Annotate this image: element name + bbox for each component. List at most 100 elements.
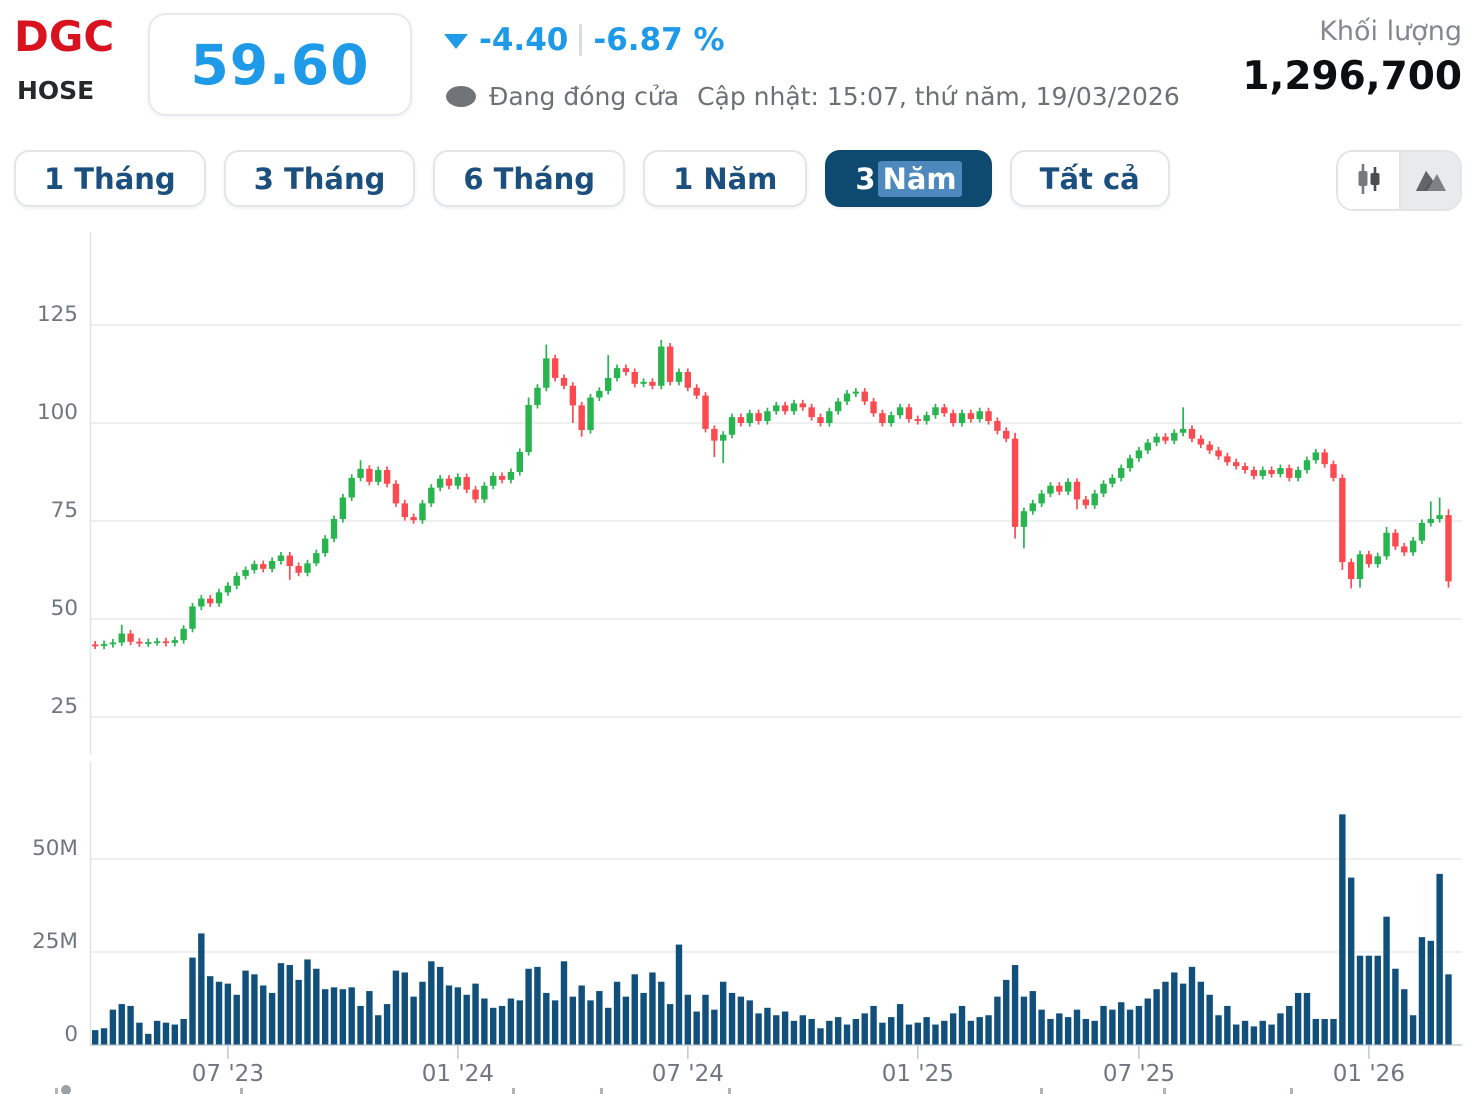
tab-range-6-tháng[interactable]: 6 Tháng: [433, 150, 626, 207]
volume-bar: [348, 987, 355, 1045]
candle-body: [1003, 430, 1010, 439]
volume-bar: [1383, 916, 1390, 1045]
volume-bar: [719, 981, 727, 1045]
volume-bar: [233, 994, 240, 1045]
candle-body: [1091, 493, 1098, 506]
volume-bar: [1286, 1005, 1293, 1045]
volume-bar: [870, 1005, 877, 1045]
volume-bar: [905, 1024, 913, 1045]
candle-body: [596, 390, 603, 398]
tab-range-3-năm[interactable]: 3 Năm: [825, 150, 992, 207]
volume-bar: [914, 1022, 921, 1045]
candle-body: [1100, 483, 1107, 494]
volume-bar: [1082, 1018, 1090, 1045]
candle-body: [994, 421, 1001, 431]
candle-body: [843, 393, 851, 402]
tab-range-1-tháng[interactable]: 1 Tháng: [14, 150, 206, 207]
volume-bar: [260, 985, 267, 1045]
volume-bar: [569, 996, 577, 1045]
volume-bar: [162, 1022, 170, 1045]
volume-bar: [843, 1024, 851, 1045]
x-axis-label: 07 '24: [652, 1061, 724, 1087]
volume-bar: [145, 1033, 152, 1045]
tab-range-3-tháng[interactable]: 3 Tháng: [223, 150, 416, 207]
volume-bar: [755, 1013, 762, 1045]
candle-body: [401, 503, 408, 518]
candlestick-view-button[interactable]: [1338, 152, 1399, 209]
volume-bar: [251, 974, 258, 1045]
ticker-symbol: DGC: [14, 12, 115, 61]
candle-body: [313, 553, 320, 564]
candle-body: [109, 642, 117, 645]
volume-bar: [1294, 992, 1302, 1045]
volume-bar: [675, 944, 683, 1045]
volume-bar: [1056, 1013, 1063, 1045]
candle-body: [1020, 511, 1028, 527]
volume-bar: [330, 987, 338, 1045]
volume-bar: [1312, 1018, 1320, 1045]
candle-body: [534, 387, 541, 405]
candle-body: [1392, 532, 1399, 547]
candle-body: [728, 417, 736, 435]
volume-bar: [790, 1020, 798, 1045]
candle-body: [817, 417, 824, 423]
candle-body: [357, 468, 364, 478]
candle-body: [826, 411, 833, 423]
candle-body: [649, 381, 656, 386]
tab-range-tất-cả[interactable]: Tất cả: [1009, 150, 1170, 207]
candle-body: [330, 519, 338, 539]
candle-body: [516, 452, 523, 472]
volume-bar: [490, 1007, 497, 1045]
candle-body: [1188, 428, 1196, 439]
candle-body: [189, 606, 196, 629]
last-price: 59.60: [190, 32, 370, 97]
volume-axis-label: 50M: [32, 836, 78, 861]
price-volume-chart[interactable]: 125 100 75 50 25 50M 25M 0 07 '23 01 '24 07 '24 01 …: [0, 220, 1484, 1094]
candle-body: [631, 372, 638, 384]
volume-bar: [693, 1011, 700, 1045]
volume-bar: [304, 959, 311, 1045]
volume-bar: [1303, 992, 1311, 1045]
volume-bar: [852, 1018, 860, 1045]
volume-bar: [578, 985, 585, 1045]
volume-bar: [171, 1024, 179, 1045]
candle-body: [790, 403, 798, 412]
candle-body: [392, 483, 400, 504]
volume-bar: [118, 1004, 125, 1045]
candle-body: [1126, 458, 1134, 469]
volume-bar: [534, 966, 541, 1045]
tab-range-1-năm[interactable]: 1 Năm: [643, 150, 808, 207]
area-view-button[interactable]: [1399, 152, 1460, 209]
candle-body: [507, 472, 515, 480]
volume-bar: [1073, 1009, 1081, 1045]
mountain-icon: [1414, 166, 1448, 195]
volume-bar: [817, 1028, 824, 1045]
volume-bar: [1064, 1017, 1072, 1045]
candle-body: [1294, 470, 1302, 478]
candle-body: [834, 401, 842, 412]
candle-body: [958, 413, 966, 423]
candle-body: [888, 415, 895, 423]
candle-body: [1436, 515, 1443, 520]
volume-bar: [189, 957, 196, 1045]
volume-bar: [153, 1020, 161, 1045]
bottom-strip-tick: [600, 1088, 603, 1094]
bottom-strip-tick: [55, 1088, 58, 1094]
volume-bar: [127, 1005, 134, 1045]
candle-body: [1427, 519, 1434, 523]
candle-body: [1206, 444, 1213, 451]
volume-bar: [1401, 989, 1408, 1045]
volume-bar: [242, 970, 249, 1045]
bottom-strip-dot: [61, 1085, 71, 1094]
volume-bar: [896, 1004, 904, 1045]
volume-bar: [100, 1028, 108, 1045]
volume-bar: [949, 1013, 957, 1045]
volume-bar: [180, 1018, 187, 1045]
volume-bar: [746, 1000, 753, 1045]
volume-bar: [1409, 1015, 1417, 1045]
price-axis-label: 125: [37, 302, 78, 327]
volume-bar: [1365, 955, 1373, 1045]
candle-body: [1064, 481, 1072, 492]
candle-body: [658, 346, 665, 386]
candle-body: [587, 397, 594, 431]
